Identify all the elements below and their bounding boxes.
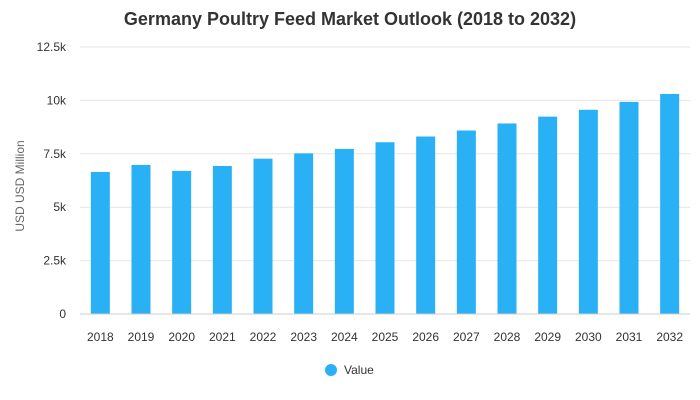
x-axis-ticks: 2018 2019 2020 2021 2022 2023 2024 2025 2026 2027… [87, 330, 683, 344]
x-tick-label: 2023 [290, 330, 317, 344]
bar-2024[interactable] [334, 148, 354, 314]
bar-2026[interactable] [416, 136, 436, 314]
y-tick-label: 10k [47, 93, 67, 107]
bar-2019[interactable] [131, 164, 151, 314]
x-tick-label: 2019 [128, 330, 155, 344]
x-tick-label: 2028 [494, 330, 521, 344]
x-tick-label: 2032 [656, 330, 683, 344]
bar-2018[interactable] [90, 171, 110, 314]
x-tick-label: 2024 [331, 330, 358, 344]
bar-2032[interactable] [660, 93, 680, 314]
y-tick-label: 12.5k [37, 40, 67, 54]
x-tick-label: 2030 [575, 330, 602, 344]
bar-2027[interactable] [456, 130, 476, 314]
legend-label-value[interactable]: Value [344, 363, 374, 377]
y-tick-label: 7.5k [43, 147, 67, 161]
x-tick-label: 2029 [534, 330, 561, 344]
x-tick-label: 2022 [250, 330, 277, 344]
y-tick-label: 5k [53, 200, 67, 214]
x-tick-label: 2025 [372, 330, 399, 344]
bar-2031[interactable] [619, 101, 639, 314]
legend[interactable]: Value [325, 363, 374, 377]
bar-2022[interactable] [253, 158, 273, 314]
bar-2025[interactable] [375, 142, 395, 314]
y-axis-ticks: 0 2.5k 5k 7.5k 10k 12.5k [37, 40, 67, 321]
bars [90, 93, 680, 314]
x-tick-label: 2031 [616, 330, 643, 344]
bar-2028[interactable] [497, 123, 517, 314]
x-tick-label: 2021 [209, 330, 236, 344]
bar-2030[interactable] [578, 109, 598, 314]
bar-2020[interactable] [172, 170, 192, 314]
bar-2029[interactable] [538, 116, 558, 314]
legend-marker-value[interactable] [325, 364, 337, 376]
x-tick-label: 2020 [168, 330, 195, 344]
y-axis-label: USD USD Million [13, 140, 27, 231]
bar-2023[interactable] [294, 153, 314, 314]
x-tick-label: 2027 [453, 330, 480, 344]
x-tick-label: 2018 [87, 330, 114, 344]
chart-title: Germany Poultry Feed Market Outlook (201… [124, 9, 576, 29]
bar-2021[interactable] [212, 165, 232, 314]
x-tick-label: 2026 [412, 330, 439, 344]
y-tick-label: 2.5k [43, 254, 67, 268]
y-tick-label: 0 [59, 307, 66, 321]
